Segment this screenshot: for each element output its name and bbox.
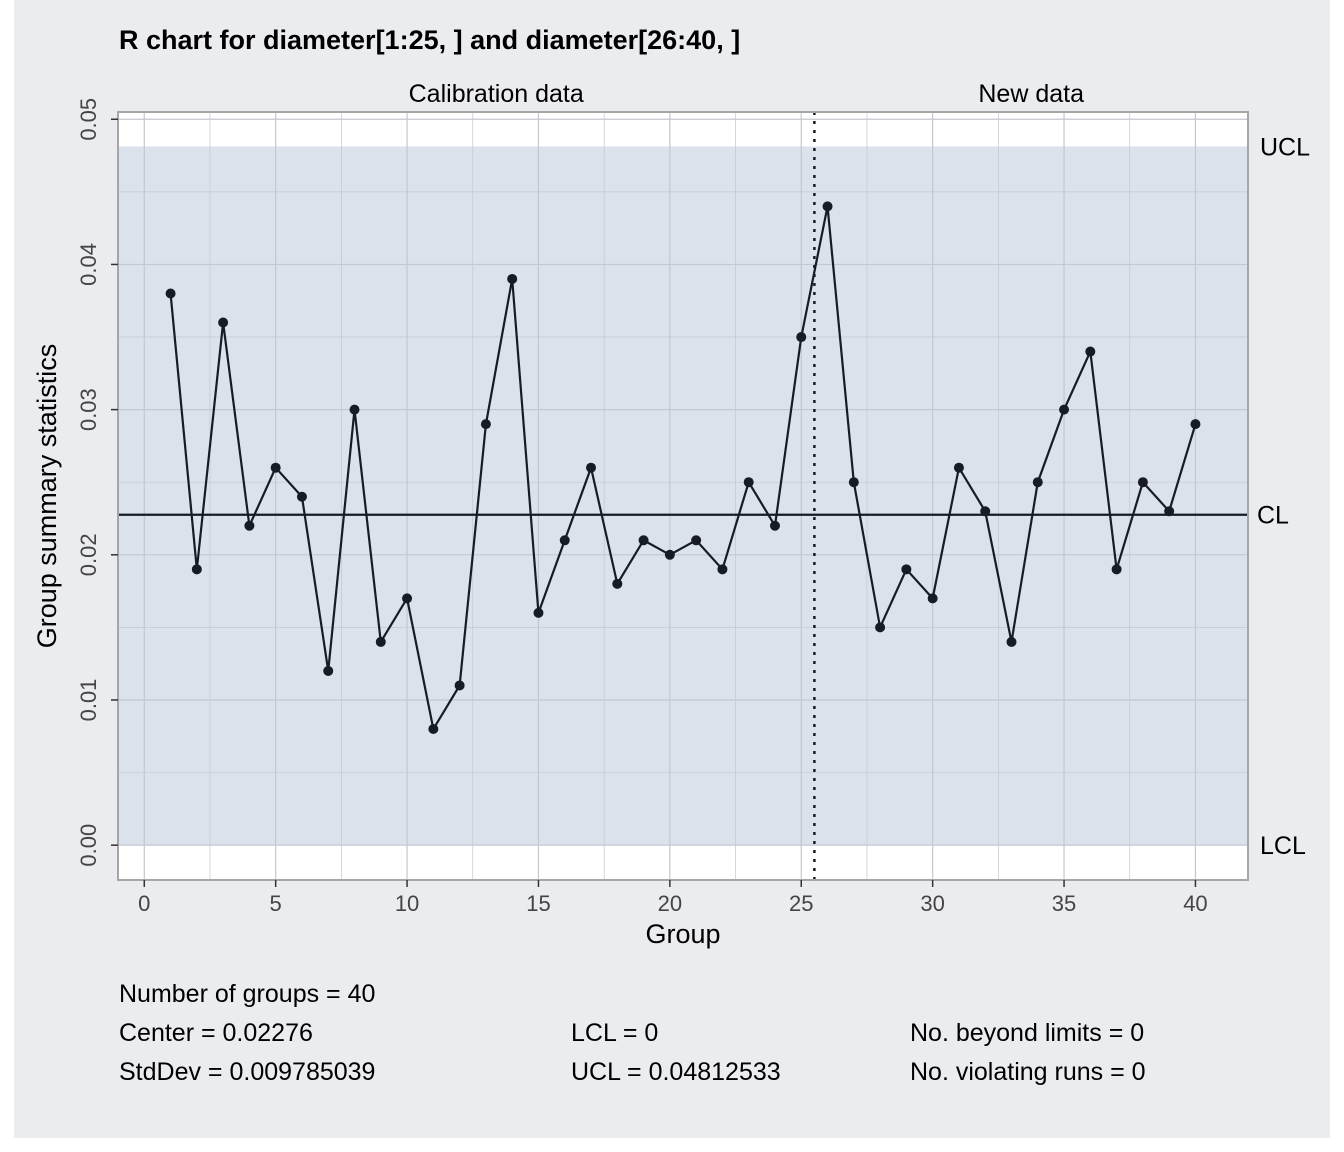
data-point: [848, 477, 859, 488]
data-point: [323, 665, 334, 676]
stat-lcl: LCL = 0: [571, 1019, 659, 1047]
data-point: [533, 607, 544, 618]
data-point: [927, 593, 938, 604]
y-tick-label: 0.04: [76, 243, 101, 286]
chart-title: R chart for diameter[1:25, ] and diamete…: [119, 25, 740, 55]
data-point: [1164, 506, 1175, 517]
data-point: [1032, 477, 1043, 488]
data-point: [270, 462, 281, 473]
data-point: [402, 593, 413, 604]
data-point: [901, 564, 912, 575]
data-point: [191, 564, 202, 575]
data-point: [664, 549, 675, 560]
stat-center: Center = 0.02276: [119, 1019, 313, 1047]
data-point: [980, 506, 991, 517]
x-axis-ticks: 0 5 10 15 20 25 30 35 40: [138, 880, 1208, 916]
x-tick-label: 5: [270, 891, 282, 916]
y-tick-label: 0.00: [76, 824, 101, 867]
data-point: [296, 491, 307, 502]
data-point: [743, 477, 754, 488]
data-point: [1190, 419, 1201, 430]
data-point: [244, 520, 255, 531]
r-chart: R chart for diameter[1:25, ] and diamete…: [32, 25, 1310, 949]
stat-ucl: UCL = 0.04812533: [571, 1058, 781, 1086]
stat-number-of-groups: Number of groups = 40: [119, 980, 376, 1008]
data-point: [1085, 346, 1096, 357]
section-label-calibration: Calibration data: [409, 80, 584, 108]
data-point: [349, 404, 360, 415]
data-point: [1137, 477, 1148, 488]
x-tick-label: 0: [138, 891, 150, 916]
chart-figure: R chart for diameter[1:25, ] and diamete…: [14, 0, 1330, 1138]
data-point: [375, 636, 386, 647]
data-point: [1006, 636, 1017, 647]
x-tick-label: 15: [526, 891, 550, 916]
y-tick-label: 0.02: [76, 533, 101, 576]
data-point: [953, 462, 964, 473]
data-point: [822, 201, 833, 212]
data-point: [612, 578, 623, 589]
y-axis-label: Group summary statistics: [32, 344, 62, 649]
data-point: [559, 535, 570, 546]
data-point: [454, 680, 465, 691]
section-label-new: New data: [978, 80, 1084, 108]
series-line: [169, 206, 1197, 733]
x-axis-label: Group: [645, 919, 720, 949]
data-point: [717, 564, 728, 575]
grid-lines: [118, 112, 1248, 880]
lcl-label: LCL: [1260, 832, 1306, 860]
data-point: [428, 724, 439, 735]
data-point: [769, 520, 780, 531]
data-point: [480, 419, 491, 430]
x-tick-label: 20: [658, 891, 682, 916]
control-limits-band: [118, 146, 1248, 846]
y-axis-ticks: 0.00 0.01 0.02 0.03 0.04 0.05: [76, 98, 118, 867]
data-point: [507, 273, 518, 284]
stat-violating-runs: No. violating runs = 0: [910, 1058, 1146, 1086]
data-point: [691, 535, 702, 546]
x-tick-label: 10: [395, 891, 419, 916]
data-points: [165, 201, 1201, 735]
x-tick-label: 35: [1052, 891, 1076, 916]
y-tick-label: 0.01: [76, 679, 101, 722]
y-tick-label: 0.05: [76, 98, 101, 141]
data-point: [165, 288, 176, 299]
y-tick-label: 0.03: [76, 388, 101, 431]
data-point: [796, 332, 807, 343]
x-tick-label: 25: [789, 891, 813, 916]
data-point: [638, 535, 649, 546]
data-point: [875, 622, 886, 633]
data-point: [1059, 404, 1070, 415]
stat-beyond-limits: No. beyond limits = 0: [910, 1019, 1145, 1047]
ucl-label: UCL: [1260, 133, 1310, 161]
data-point: [586, 462, 597, 473]
data-point: [1111, 564, 1122, 575]
x-tick-label: 40: [1183, 891, 1207, 916]
plot-border: [117, 111, 1249, 881]
data-point: [218, 317, 229, 328]
x-tick-label: 30: [920, 891, 944, 916]
cl-label: CL: [1257, 502, 1289, 530]
stat-stddev: StdDev = 0.009785039: [119, 1058, 376, 1086]
